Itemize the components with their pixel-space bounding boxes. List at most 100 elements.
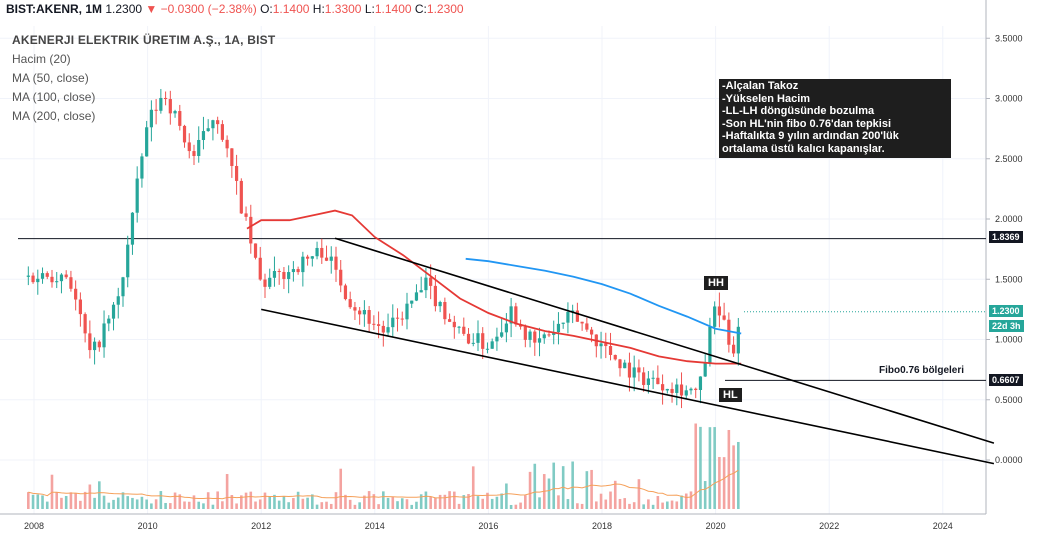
- candle: [481, 327, 485, 360]
- candle-body: [542, 334, 546, 339]
- ma50-line: [246, 209, 742, 365]
- candle-body: [500, 332, 504, 337]
- candle-body: [504, 323, 508, 333]
- candle: [575, 302, 579, 322]
- candle-body: [509, 306, 513, 324]
- volume-bar: [703, 481, 707, 509]
- volume-bar: [292, 498, 295, 509]
- candle-body: [263, 279, 267, 287]
- candle: [490, 338, 494, 349]
- candle-body: [216, 120, 220, 125]
- candle-body: [305, 256, 310, 259]
- volume-bar: [377, 504, 380, 509]
- candle: [88, 320, 92, 359]
- volume-bar: [438, 494, 442, 509]
- candle: [353, 301, 357, 321]
- candle: [121, 276, 125, 307]
- candle: [50, 269, 54, 288]
- candle-body: [272, 270, 277, 278]
- candle: [443, 297, 447, 325]
- candle: [727, 312, 731, 353]
- candle: [585, 317, 589, 332]
- legend-ma50[interactable]: MA (50, close): [12, 71, 89, 85]
- candle-body: [514, 306, 518, 325]
- volume-bar: [533, 463, 537, 509]
- volume-bar: [490, 498, 494, 509]
- last-price-label: 1.2300: [989, 305, 1023, 317]
- legend-ma200[interactable]: MA (200, close): [12, 109, 96, 123]
- volume-bar: [391, 496, 395, 509]
- volume-bar: [670, 500, 674, 509]
- volume-bar: [254, 501, 257, 509]
- candle: [107, 315, 111, 332]
- candle: [537, 327, 542, 357]
- volume-bar: [287, 502, 290, 509]
- candle: [163, 91, 168, 106]
- volume-bar: [448, 491, 451, 509]
- candle: [97, 340, 101, 352]
- candle: [216, 116, 220, 134]
- volume-bar: [651, 504, 655, 509]
- candle-body: [585, 323, 589, 330]
- candle-body: [140, 156, 144, 179]
- volume-bar: [154, 499, 158, 509]
- candle: [604, 332, 608, 359]
- candle-body: [353, 307, 357, 311]
- candle-body: [637, 367, 641, 373]
- candle: [675, 378, 679, 406]
- candle: [69, 270, 73, 292]
- volume-bar: [258, 499, 262, 509]
- candle: [528, 329, 532, 348]
- volume-bar: [268, 496, 272, 509]
- candle-body: [234, 165, 239, 181]
- candle: [400, 311, 404, 326]
- x-tick-label: 2020: [706, 521, 726, 531]
- candle-body: [381, 325, 385, 333]
- candle: [495, 327, 499, 351]
- candle-body: [315, 247, 319, 257]
- y-tick-label: 0.5000: [995, 395, 1023, 405]
- candle-body: [159, 97, 163, 111]
- volume-bar: [689, 491, 693, 509]
- volume-bar: [102, 495, 106, 509]
- candle-body: [26, 275, 30, 277]
- candle: [140, 153, 144, 188]
- volume-bar: [656, 496, 660, 509]
- volume-bar: [495, 496, 499, 509]
- volume-bar: [183, 501, 186, 509]
- volume-bar: [604, 499, 608, 509]
- countdown-label: 22d 3h: [989, 320, 1024, 332]
- volume-bar: [666, 501, 669, 509]
- volume-bar: [107, 502, 111, 509]
- legend-volume[interactable]: Hacim (20): [12, 52, 71, 66]
- candle: [542, 332, 546, 344]
- candle-body: [623, 362, 627, 369]
- candle: [149, 100, 153, 142]
- candle: [599, 331, 603, 359]
- candle: [192, 144, 196, 166]
- volume-bar: [116, 497, 120, 509]
- volume-bar: [164, 502, 167, 509]
- candle-body: [429, 277, 433, 286]
- grid: [0, 26, 986, 514]
- candle-body: [391, 317, 395, 328]
- candle: [334, 246, 338, 282]
- candle: [613, 354, 617, 361]
- level-1-8369-label: 1.8369: [989, 231, 1023, 243]
- candle-body: [476, 333, 480, 343]
- candle-body: [206, 128, 210, 132]
- open-label: O:: [260, 2, 273, 16]
- candle-body: [414, 292, 419, 301]
- candle-body: [552, 332, 556, 335]
- legend-ma100[interactable]: MA (100, close): [12, 90, 96, 104]
- volume-bar: [64, 495, 68, 509]
- volume-bar: [363, 495, 366, 509]
- volume-bar: [135, 499, 139, 509]
- candle: [362, 300, 366, 327]
- candle: [433, 274, 437, 312]
- candle-body: [490, 341, 494, 349]
- candle-body: [358, 310, 362, 315]
- volume-bar: [637, 479, 641, 509]
- candle: [74, 280, 78, 311]
